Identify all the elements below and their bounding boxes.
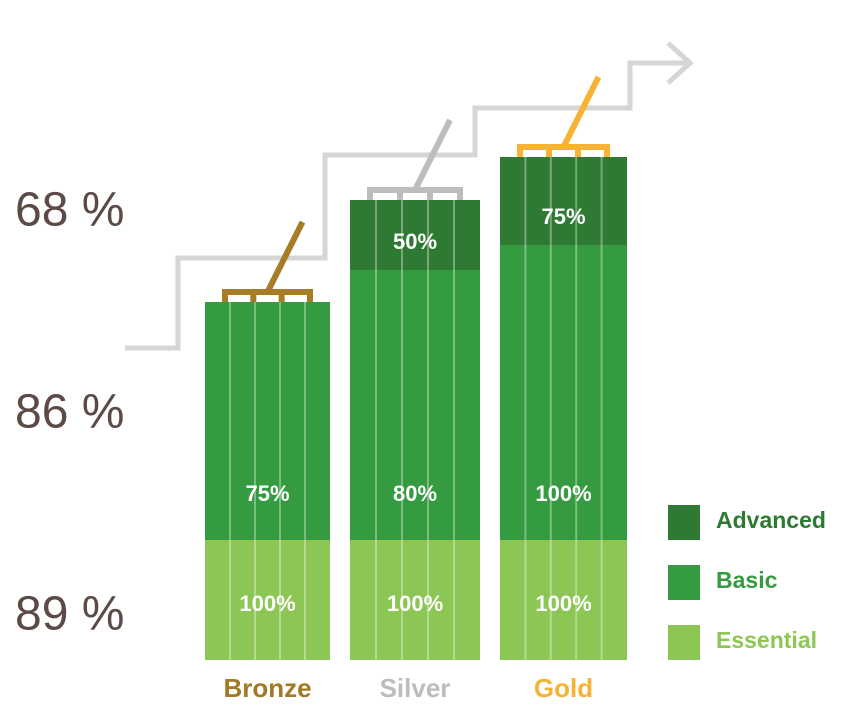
essential-segment — [500, 540, 627, 660]
pitchfork — [517, 75, 610, 157]
side-label: 89 % — [15, 588, 124, 641]
basic-label: 100% — [535, 481, 591, 506]
tier-label: Bronze — [223, 673, 311, 703]
essential-segment — [350, 540, 480, 660]
pitchfork — [367, 118, 463, 200]
legend-swatch — [668, 625, 700, 660]
legend-label: Advanced — [716, 507, 826, 533]
basic-label: 75% — [245, 481, 289, 506]
legend-swatch — [668, 505, 700, 540]
advanced-label: 50% — [393, 229, 437, 254]
side-label: 68 % — [15, 184, 124, 237]
legend-swatch — [668, 565, 700, 600]
essential-label: 100% — [239, 591, 295, 616]
basic-label: 80% — [393, 481, 437, 506]
basic-segment — [350, 270, 480, 540]
basic-segment — [500, 245, 627, 540]
essential-label: 100% — [535, 591, 591, 616]
bars: 75% 100% Bronze 50% 80% 100% Silver 75% 100% 100%… — [205, 75, 627, 703]
pitchfork — [222, 220, 313, 302]
tier-label: Gold — [534, 673, 593, 703]
advanced-segment — [350, 200, 480, 270]
side-label: 86 % — [15, 386, 124, 439]
legend-label: Essential — [716, 627, 817, 653]
advanced-segment — [500, 157, 627, 245]
tier-label: Silver — [380, 673, 451, 703]
advanced-label: 75% — [541, 204, 585, 229]
staircase-arrow — [125, 41, 694, 351]
basic-segment — [205, 302, 330, 540]
essential-label: 100% — [387, 591, 443, 616]
legend-label: Basic — [716, 567, 778, 593]
essential-segment — [205, 540, 330, 660]
